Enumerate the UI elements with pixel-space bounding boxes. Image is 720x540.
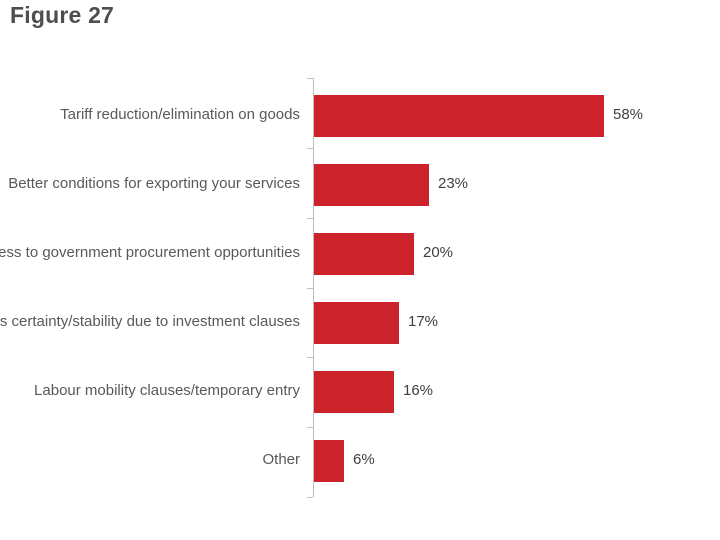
bar xyxy=(314,371,394,413)
bar xyxy=(314,164,429,206)
bar xyxy=(314,233,414,275)
value-label: 16% xyxy=(403,382,434,399)
axis-tick xyxy=(307,287,313,289)
bar xyxy=(314,95,604,137)
value-label: 23% xyxy=(438,175,469,192)
axis-tick xyxy=(307,147,313,149)
figure-title: Figure 27 xyxy=(10,2,115,28)
axis-tick xyxy=(307,357,313,359)
axis-tick xyxy=(307,497,313,498)
category-axis-line xyxy=(313,78,314,497)
value-label: 20% xyxy=(423,244,454,261)
category-label: s certainty/stability due to investment … xyxy=(0,313,300,330)
category-label: Tariff reduction/elimination on goods xyxy=(60,106,300,123)
category-label: Labour mobility clauses/temporary entry xyxy=(34,382,300,399)
bar xyxy=(314,302,399,344)
axis-tick xyxy=(307,78,313,79)
category-label: Better conditions for exporting your ser… xyxy=(8,175,300,192)
category-label: ess to government procurement opportunit… xyxy=(0,244,300,261)
value-label: 6% xyxy=(353,451,375,468)
value-label: 58% xyxy=(613,106,644,123)
category-label: Other xyxy=(262,451,300,468)
axis-tick xyxy=(307,217,313,219)
bar xyxy=(314,440,344,482)
value-label: 17% xyxy=(408,313,439,330)
axis-tick xyxy=(307,427,313,429)
